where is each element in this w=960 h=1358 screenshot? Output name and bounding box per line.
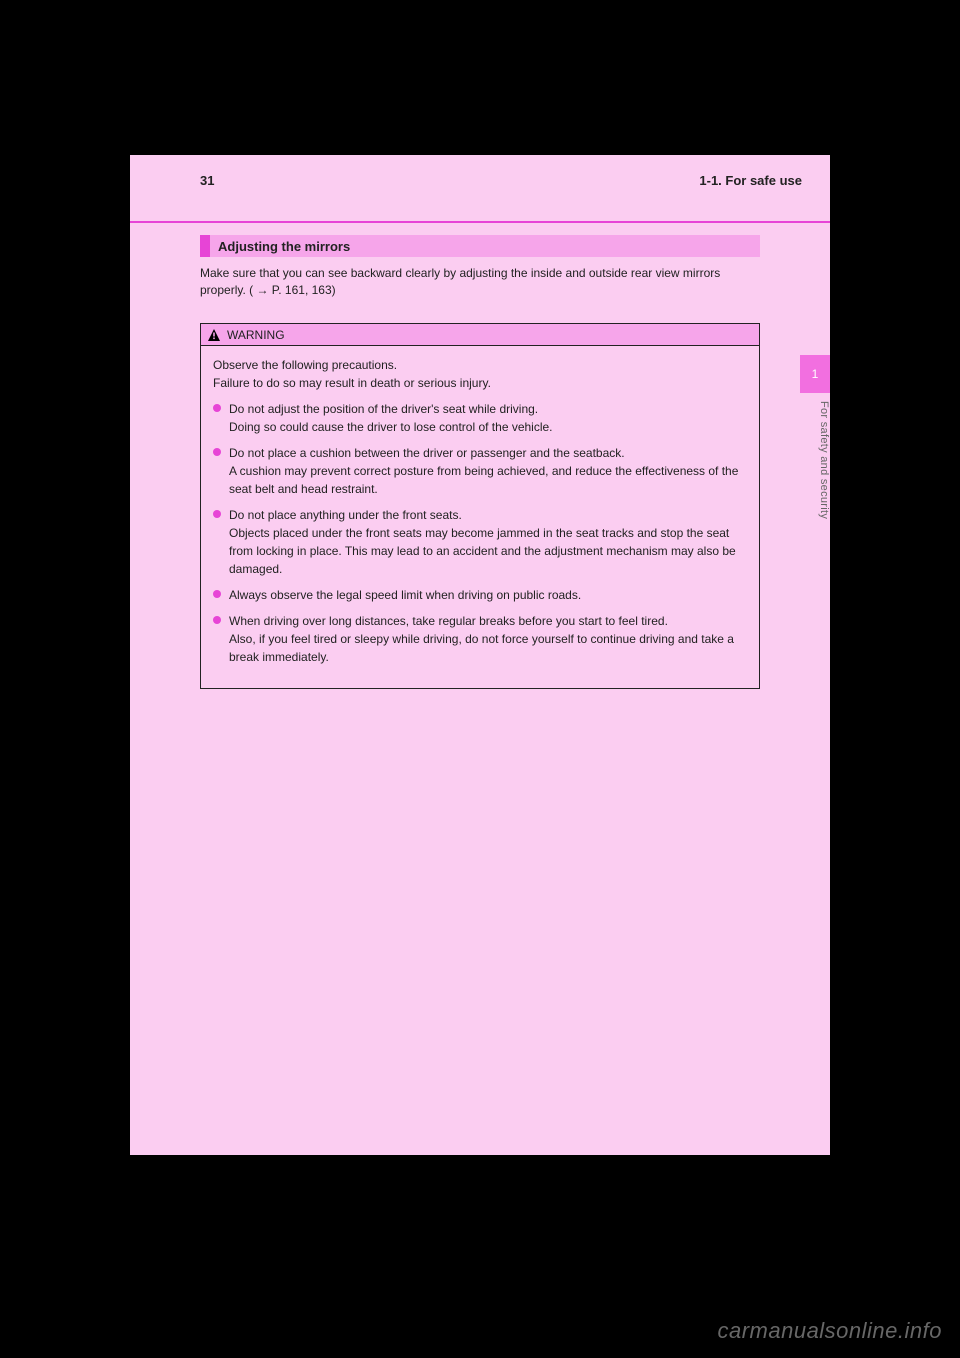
watermark: carmanualsonline.info bbox=[717, 1318, 942, 1344]
chapter-tab-number: 1 bbox=[812, 367, 819, 381]
warning-titlebar: WARNING bbox=[201, 324, 759, 346]
bullet-icon bbox=[213, 510, 221, 518]
header-rule bbox=[130, 221, 830, 223]
bullet-icon bbox=[213, 448, 221, 456]
bullet-text: Do not place a cushion between the drive… bbox=[229, 444, 747, 498]
section-title: Adjusting the mirrors bbox=[218, 239, 350, 254]
bullet-text: Always observe the legal speed limit whe… bbox=[229, 586, 747, 604]
bullet-text: Do not adjust the position of the driver… bbox=[229, 400, 747, 436]
breadcrumb: 1-1. For safe use bbox=[699, 173, 802, 188]
bullet-icon bbox=[213, 616, 221, 624]
warning-bullet: Do not place a cushion between the drive… bbox=[213, 444, 747, 498]
warning-body: Observe the following precautions.Failur… bbox=[201, 346, 759, 688]
bullet-icon bbox=[213, 404, 221, 412]
bullet-icon bbox=[213, 590, 221, 598]
bullet-text: Do not place anything under the front se… bbox=[229, 506, 747, 578]
chapter-tab: 1 bbox=[800, 355, 830, 393]
warning-icon bbox=[207, 328, 221, 342]
warning-intro: Observe the following precautions.Failur… bbox=[213, 356, 747, 392]
bullet-text: When driving over long distances, take r… bbox=[229, 612, 747, 666]
section-intro: Make sure that you can see backward clea… bbox=[200, 265, 760, 300]
page-header: 31 1-1. For safe use bbox=[130, 173, 830, 188]
warning-label: WARNING bbox=[227, 328, 285, 342]
chapter-side-label: For safety and security bbox=[800, 393, 830, 593]
canvas: 31 1-1. For safe use 1 For safety and se… bbox=[0, 0, 960, 1358]
section-title-bar: Adjusting the mirrors bbox=[200, 235, 760, 257]
warning-box: WARNING Observe the following precaution… bbox=[200, 323, 760, 689]
manual-page: 31 1-1. For safe use 1 For safety and se… bbox=[130, 155, 830, 1155]
warning-bullet: Always observe the legal speed limit whe… bbox=[213, 586, 747, 604]
warning-bullet: When driving over long distances, take r… bbox=[213, 612, 747, 666]
page-number: 31 bbox=[200, 173, 214, 188]
warning-bullet: Do not adjust the position of the driver… bbox=[213, 400, 747, 436]
warning-bullet: Do not place anything under the front se… bbox=[213, 506, 747, 578]
